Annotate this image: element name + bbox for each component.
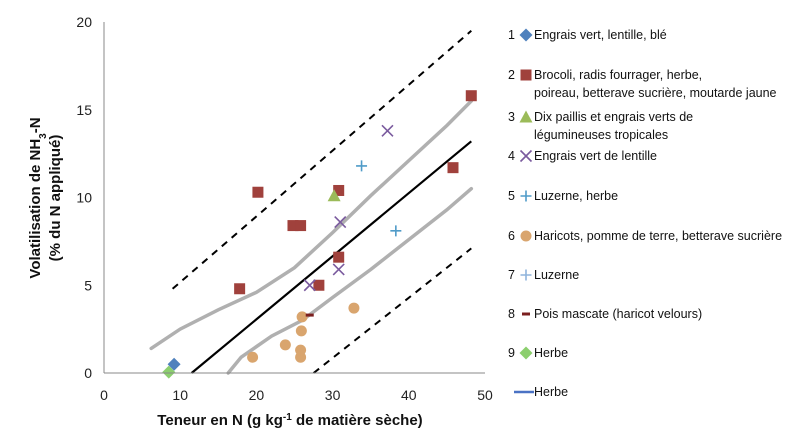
legend-number: 8 bbox=[508, 307, 515, 321]
x-tick-label: 50 bbox=[477, 387, 493, 403]
legend-label: légumineuses tropicales bbox=[534, 128, 668, 142]
confidence-band-line bbox=[226, 186, 474, 375]
prediction-band-line bbox=[171, 30, 472, 290]
data-point-series-2 bbox=[252, 186, 264, 198]
y-axis-title: Volatilisation de NH3-N (% du N appliqué… bbox=[27, 117, 64, 278]
legend-number: 5 bbox=[508, 189, 515, 203]
data-point-series-2 bbox=[295, 220, 307, 232]
legend-marker bbox=[520, 269, 532, 281]
data-point-series-6 bbox=[348, 302, 360, 314]
data-point-series-4 bbox=[334, 216, 347, 229]
legend-label: Brocoli, radis fourrager, herbe, bbox=[534, 68, 702, 82]
data-point-series-4 bbox=[303, 279, 316, 292]
legend-number: 4 bbox=[508, 149, 515, 163]
regression-line bbox=[190, 140, 472, 374]
legend-label: Luzerne, herbe bbox=[534, 189, 618, 203]
y-axis-title-main: Volatilisation de NH bbox=[27, 139, 44, 279]
data-point-series-3 bbox=[327, 189, 341, 202]
data-point-series-6 bbox=[296, 311, 308, 323]
y-tick-label: 10 bbox=[76, 190, 92, 206]
data-point-series-1 bbox=[167, 357, 181, 371]
legend-number: 1 bbox=[508, 28, 515, 42]
legend: 1 Engrais vert, lentille, blé 2 Brocoli, ra… bbox=[508, 28, 782, 399]
y-axis-title-sub: 3 bbox=[38, 133, 49, 139]
data-point-series-5 bbox=[390, 225, 402, 237]
data-point-series-4 bbox=[332, 263, 345, 276]
y-tick-label: 5 bbox=[84, 277, 92, 293]
y-tick-label: 20 bbox=[76, 14, 92, 30]
legend-number: 3 bbox=[508, 110, 515, 124]
data-point-series-9 bbox=[162, 365, 176, 379]
axes bbox=[103, 22, 485, 374]
x-tick-label: 10 bbox=[172, 387, 188, 403]
legend-number: 2 bbox=[508, 68, 515, 82]
data-point-series-6 bbox=[295, 344, 307, 356]
data-point-series-2 bbox=[234, 283, 246, 295]
tick-labels: 0 10 20 30 40 50 0 5 10 15 20 bbox=[76, 14, 493, 403]
data-point-series-2 bbox=[447, 162, 459, 174]
data-point-series-6 bbox=[279, 339, 291, 351]
data-point-series-2 bbox=[313, 279, 325, 291]
y-axis-title-rest: -N bbox=[27, 117, 44, 133]
legend-number: 6 bbox=[508, 229, 515, 243]
legend-marker bbox=[520, 69, 532, 81]
legend-number: 7 bbox=[508, 268, 515, 282]
data-point-series-2 bbox=[333, 251, 345, 263]
x-tick-label: 30 bbox=[325, 387, 341, 403]
legend-label: Engrais vert, lentille, blé bbox=[534, 28, 667, 42]
legend-marker bbox=[520, 190, 532, 202]
legend-label: Luzerne bbox=[534, 268, 579, 282]
legend-label: Herbe bbox=[534, 346, 568, 360]
data-point-series-5 bbox=[356, 160, 368, 172]
data-point-series-4 bbox=[381, 124, 394, 137]
y-tick-label: 15 bbox=[76, 102, 92, 118]
legend-marker bbox=[519, 28, 533, 42]
y-axis-title-line2: (% du N appliqué) bbox=[47, 135, 64, 262]
data-point-series-2 bbox=[465, 90, 477, 102]
legend-marker bbox=[519, 346, 533, 360]
legend-label: Pois mascate (haricot velours) bbox=[534, 307, 702, 321]
data-point-series-6 bbox=[295, 325, 307, 337]
legend-label: Herbe bbox=[534, 385, 568, 399]
confidence-band-line bbox=[149, 99, 474, 351]
legend-label: Haricots, pomme de terre, betterave sucr… bbox=[534, 229, 782, 243]
data-point-series-2 bbox=[333, 184, 345, 196]
y-tick-label: 0 bbox=[84, 365, 92, 381]
x-axis-title: Teneur en N (g kg-1 de matière sèche) bbox=[157, 412, 422, 430]
legend-label: Engrais vert de lentille bbox=[534, 149, 657, 163]
svg-text:Volatilisation de NH3-N: Volatilisation de NH3-N bbox=[27, 117, 49, 278]
legend-marker bbox=[520, 230, 532, 242]
legend-marker bbox=[519, 149, 533, 163]
legend-marker bbox=[519, 110, 533, 123]
plot-area bbox=[149, 30, 477, 379]
data-point-series-6 bbox=[247, 351, 259, 363]
legend-number: 9 bbox=[508, 346, 515, 360]
x-tick-label: 40 bbox=[401, 387, 417, 403]
legend-label: Dix paillis et engrais verts de bbox=[534, 110, 693, 124]
legend-label: poireau, betterave sucrière, moutarde ja… bbox=[534, 86, 777, 100]
x-axis-title-sup: -1 bbox=[283, 412, 292, 423]
x-axis-title-rest: de matière sèche) bbox=[292, 412, 423, 429]
x-tick-label: 20 bbox=[249, 387, 265, 403]
x-axis-title-main: Teneur en N (g kg bbox=[157, 412, 283, 429]
x-tick-label: 0 bbox=[100, 387, 108, 403]
data-point-series-2 bbox=[287, 220, 299, 232]
